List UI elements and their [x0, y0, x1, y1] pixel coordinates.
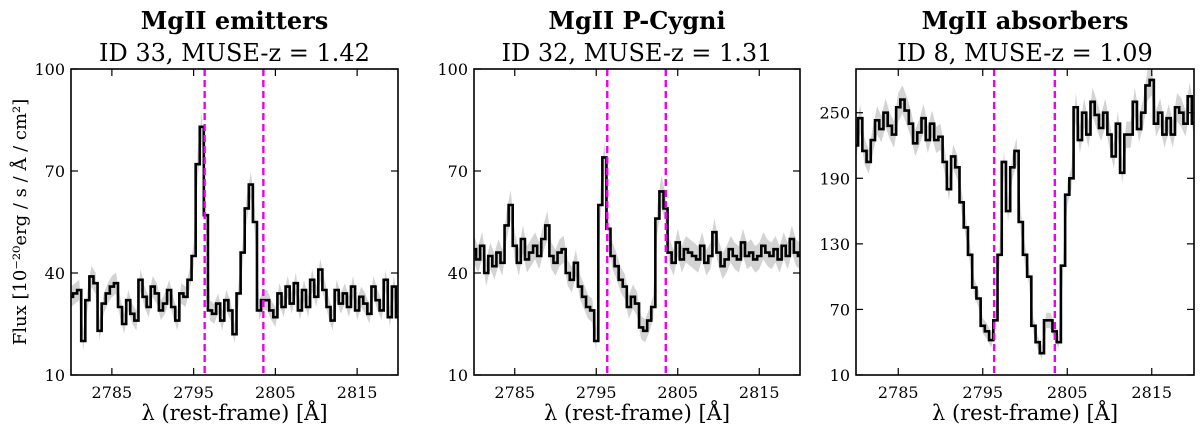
panel-emitters: MgII emitters ID 33, MUSE-z = 1.42 2785 2… [34, 6, 399, 425]
x-tick-label: 2815 [337, 383, 378, 402]
y-tick-label: 40 [45, 264, 65, 283]
x-tick-label: 2795 [173, 383, 214, 402]
y-tick-label: 10 [448, 366, 468, 385]
plot-area: 2785 2795 2805 2815 10 40 70 100 [34, 60, 399, 402]
spectrum-line [474, 156, 800, 343]
panel-subtitle: ID 8, MUSE-z = 1.09 [897, 39, 1153, 67]
spectrum-line [856, 78, 1194, 355]
plot-content [71, 112, 398, 351]
x-tick-label: 2805 [1047, 383, 1088, 402]
x-axis-label: λ (rest-frame) [Å] [544, 400, 730, 425]
y-tick-label: 10 [45, 366, 65, 385]
y-tick-label: 70 [45, 162, 65, 181]
plot-area: 2785 2795 2805 2815 10 40 70 100 [437, 60, 801, 402]
x-tick-label: 2795 [576, 383, 617, 402]
spectrum-line [71, 125, 398, 343]
x-tick-label: 2785 [494, 383, 535, 402]
y-tick-label: 70 [448, 162, 468, 181]
panel-title: MgII emitters [141, 6, 329, 35]
y-axis-label: Flux [10⁻²⁰erg / s / Å / cm²] [9, 99, 31, 346]
panel-title: MgII P-Cygni [548, 6, 725, 35]
panel-p-cygni: MgII P-Cygni ID 32, MUSE-z = 1.31 2785 27… [437, 6, 801, 425]
error-band [474, 141, 800, 353]
plot-content [474, 141, 800, 353]
panel-subtitle: ID 32, MUSE-z = 1.31 [502, 39, 773, 67]
plot-content [856, 69, 1194, 360]
axes-frame [855, 68, 1195, 376]
error-band [71, 112, 398, 351]
x-axis-label: λ (rest-frame) [Å] [141, 400, 327, 425]
y-tick-label: 190 [819, 169, 850, 188]
y-tick-label: 100 [34, 60, 65, 79]
x-tick-label: 2805 [657, 383, 698, 402]
y-tick-label: 100 [437, 60, 468, 79]
x-tick-label: 2785 [92, 383, 133, 402]
x-tick-label: 2815 [739, 383, 780, 402]
panel-absorbers: MgII absorbers ID 8, MUSE-z = 1.09 2785 2… [819, 6, 1195, 425]
y-tick-label: 40 [448, 264, 468, 283]
y-tick-label: 250 [819, 104, 850, 123]
plot-area: 2785 2795 2805 2815 10 70 130 190 250 [819, 68, 1195, 402]
x-tick-label: 2805 [255, 383, 296, 402]
y-tick-label: 130 [819, 235, 850, 254]
y-tick-label: 10 [830, 366, 850, 385]
axes-frame [70, 68, 399, 376]
axes-frame [473, 68, 801, 376]
panel-subtitle: ID 33, MUSE-z = 1.42 [99, 39, 370, 67]
x-tick-label: 2785 [878, 383, 919, 402]
x-tick-label: 2795 [962, 383, 1003, 402]
x-axis-label: λ (rest-frame) [Å] [932, 400, 1118, 425]
panel-title: MgII absorbers [922, 6, 1129, 35]
x-tick-label: 2815 [1131, 383, 1172, 402]
y-tick-label: 70 [830, 300, 850, 319]
error-band [856, 69, 1194, 360]
